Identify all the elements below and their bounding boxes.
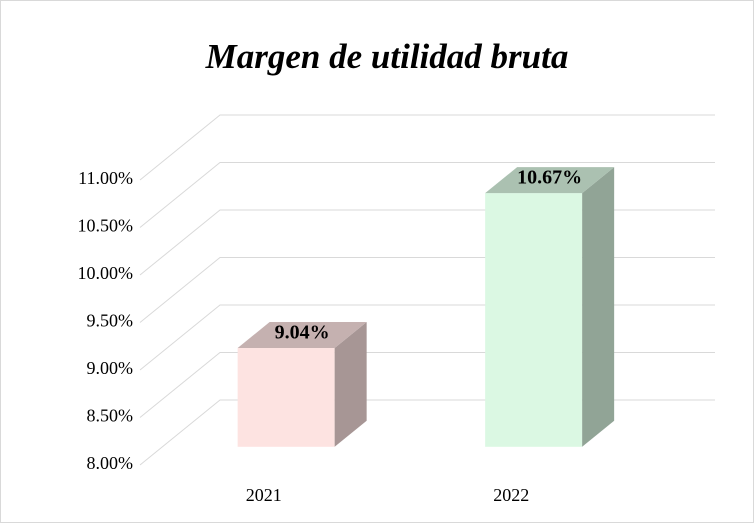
y-tick-label: 10.00% bbox=[78, 263, 134, 283]
bar-front bbox=[237, 348, 335, 447]
bar-top bbox=[485, 167, 615, 194]
grid-line bbox=[139, 114, 715, 181]
bar-side bbox=[582, 167, 615, 447]
y-tick-label: 8.50% bbox=[87, 406, 134, 426]
x-tick-label: 2021 bbox=[246, 485, 282, 505]
y-tick-label: 10.50% bbox=[78, 216, 134, 236]
grid-line bbox=[139, 162, 715, 228]
chart-title: Margen de utilidad bruta bbox=[205, 37, 569, 76]
bar-top bbox=[237, 322, 367, 348]
x-tick-label: 2022 bbox=[493, 485, 529, 505]
data-label: 9.04% bbox=[275, 321, 330, 343]
bar-side bbox=[334, 322, 367, 447]
bar-front bbox=[485, 193, 583, 447]
y-tick-label: 8.00% bbox=[87, 453, 134, 473]
y-tick-label: 9.50% bbox=[87, 311, 134, 331]
y-tick-label: 9.00% bbox=[87, 358, 134, 378]
data-label: 10.67% bbox=[517, 166, 582, 188]
y-tick-label: 11.00% bbox=[78, 168, 133, 188]
